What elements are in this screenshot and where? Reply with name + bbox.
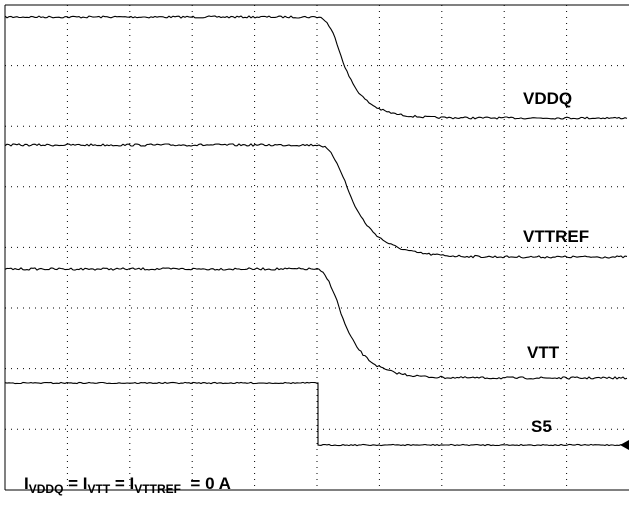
annotation-part: = I <box>110 474 134 493</box>
grid <box>5 5 629 490</box>
trace-label: VDDQ <box>523 89 572 108</box>
annotation-part: = 0 A <box>181 474 231 493</box>
annotation-subscript: VDDQ <box>29 482 64 496</box>
annotation-part: = I <box>63 474 87 493</box>
trace-label: VTTREF <box>523 227 589 246</box>
trace <box>4 267 628 380</box>
annotation-subscript: VTT <box>88 482 111 496</box>
trace-label: VTT <box>527 343 560 362</box>
annotation-subscript: VTTREF <box>134 482 181 496</box>
trigger-marker <box>620 440 629 450</box>
condition-annotation: IVDDQ = IVTT = IVTTREF = 0 A <box>24 474 231 496</box>
trace <box>4 381 628 447</box>
trace <box>4 15 628 120</box>
traces <box>4 15 629 450</box>
annotation-part: I <box>24 474 29 493</box>
trace <box>4 143 628 259</box>
trace-label: S5 <box>531 417 552 436</box>
